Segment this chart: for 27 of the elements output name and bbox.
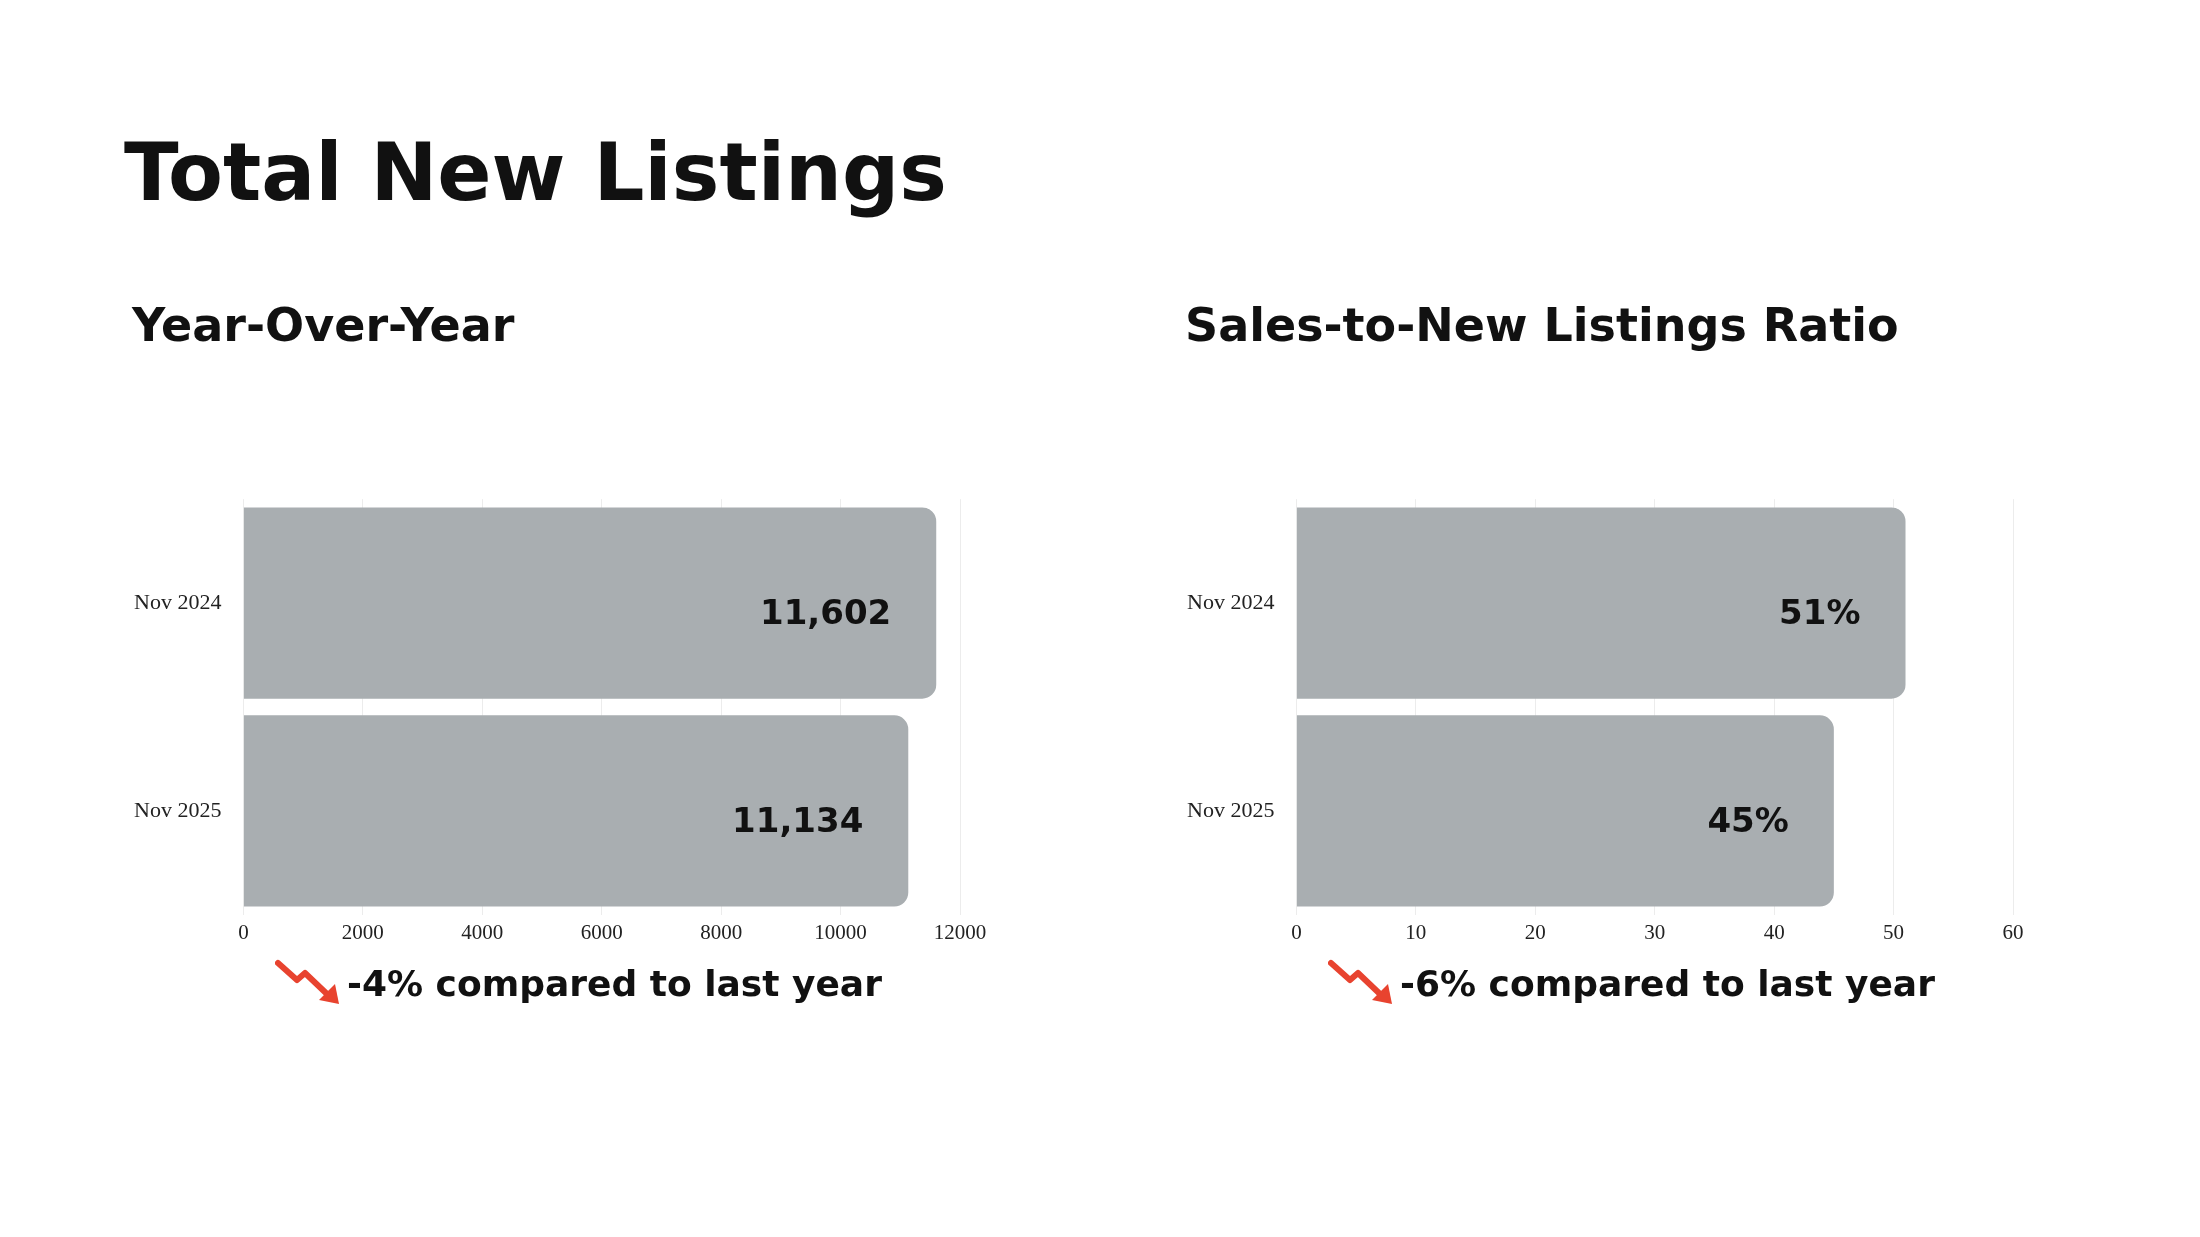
x-tick-label: 2000 xyxy=(341,919,384,944)
x-tick-label: 10 xyxy=(1405,919,1427,944)
x-tick-label: 60 xyxy=(2002,919,2024,944)
x-tick-label: 20 xyxy=(1524,919,1546,944)
data-label: 11,134 xyxy=(732,799,864,840)
y-tick-label: Nov 2025 xyxy=(134,796,222,822)
x-tick-label: 50 xyxy=(1883,919,1905,944)
x-tick-label: 10000 xyxy=(814,919,867,944)
data-label: 51% xyxy=(1779,591,1861,632)
x-tick-label: 0 xyxy=(1291,919,1302,944)
data-label: 11,602 xyxy=(760,591,892,632)
x-tick-label: 6000 xyxy=(580,919,623,944)
x-tick-label: 4000 xyxy=(461,919,504,944)
chart-subtitle: Year-Over-Year xyxy=(132,298,516,352)
y-tick-label: Nov 2025 xyxy=(1187,796,1275,822)
text: -6% compared to last year xyxy=(1400,962,1935,1004)
y-tick-label: Nov 2024 xyxy=(134,588,222,614)
text: -4% compared to last year xyxy=(347,962,882,1004)
x-tick-label: 8000 xyxy=(700,919,743,944)
x-tick-label: 40 xyxy=(1763,919,1785,944)
x-tick-label: 12000 xyxy=(933,919,987,944)
y-tick-label: Nov 2024 xyxy=(1187,588,1275,614)
x-tick-label: 30 xyxy=(1644,919,1666,944)
data-label: 45% xyxy=(1707,799,1789,840)
chart-title: Total New Listings xyxy=(124,126,947,219)
x-tick-label: 0 xyxy=(238,919,249,944)
chart-subtitle: Sales-to-New Listings Ratio xyxy=(1185,298,1900,352)
